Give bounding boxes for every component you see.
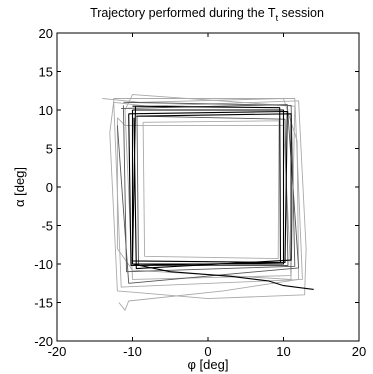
chart-title: Trajectory performed during the Tt sessi… [90,6,324,23]
y-tick-label: 0 [46,180,53,195]
trajectory-traces [102,94,314,311]
trajectory-trace-2 [128,110,288,267]
plot-area [57,33,359,341]
trajectory-trace-1 [131,109,285,265]
chart-title-main: Trajectory performed during the T [90,6,276,20]
trajectory-trace-14 [116,117,292,280]
trajectory-trace-3 [133,113,292,270]
y-tick-label: 15 [39,65,53,80]
trajectory-trace-7 [132,263,314,290]
y-tick-label: -20 [34,334,53,349]
y-tick-label: 20 [39,26,53,41]
trajectory-trace-6 [136,115,289,266]
x-axis-label: φ [deg] [188,357,229,372]
y-tick-label: -10 [34,257,53,272]
x-tick-label: 20 [352,344,366,359]
y-axis-label: α [deg] [12,167,27,207]
x-tick-label: -10 [123,344,142,359]
y-tick-label: -15 [34,296,53,311]
trajectory-trace-5 [122,101,296,273]
chart-title-subscript: t [276,13,279,23]
x-ticks: -20 -10 0 10 20 [48,33,366,359]
y-ticks: -20 -15 -10 -5 0 5 10 15 20 [34,26,359,349]
trajectory-trace-10 [142,120,280,260]
chart-title-suffix: session [278,6,324,20]
trajectory-trace-12 [109,100,307,300]
x-tick-label: -20 [48,344,67,359]
trajectory-trace-9 [113,98,303,288]
trajectory-trace-4 [131,105,282,264]
y-tick-label: -5 [41,219,53,234]
plot-background [57,33,359,341]
trajectory-trace-11 [102,98,300,311]
trajectory-trace-8 [116,104,300,284]
y-tick-label: 10 [39,103,53,118]
x-tick-label: 0 [204,344,211,359]
y-tick-label: 5 [46,142,53,157]
x-tick-label: 10 [276,344,290,359]
